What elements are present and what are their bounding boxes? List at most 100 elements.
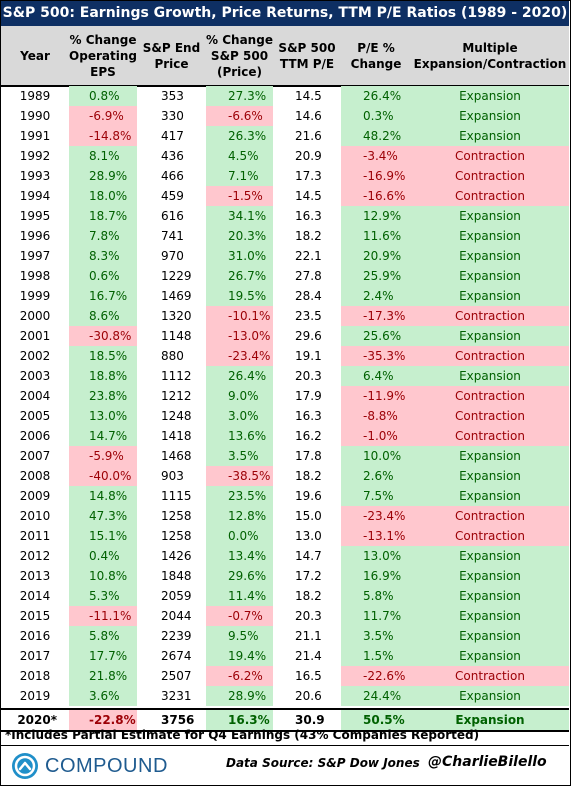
table-cell: 1418: [161, 429, 192, 443]
table-cell: 18.8%: [69, 366, 137, 386]
table-cell: 1212: [161, 389, 192, 403]
table-cell: Contraction: [411, 166, 569, 186]
compound-logo-icon: [12, 753, 38, 779]
table-row: 2012 0.4% 1426 13.4% 14.7 13.0% Expansion: [1, 546, 569, 566]
table-cell: -13.1%: [341, 526, 411, 546]
table-cell: -16.6%: [341, 186, 411, 206]
table-cell: 19.4%: [206, 646, 273, 666]
table-cell: -5.9%: [69, 446, 137, 466]
table-row: 2018 21.8% 2507 -6.2% 16.5 -22.6% Contraction: [1, 666, 569, 686]
table-cell: 0.3%: [341, 106, 411, 126]
table-cell: 23.5%: [206, 486, 273, 506]
table-cell: 30.9: [295, 713, 325, 727]
table-cell: 2001: [19, 329, 51, 343]
table-cell: 5.8%: [341, 586, 411, 606]
table-cell: 8.1%: [69, 146, 137, 166]
table-cell: Contraction: [411, 426, 569, 446]
table-cell: 2059: [161, 589, 192, 603]
table-cell: 18.5%: [69, 346, 137, 366]
table-cell: 29.6: [295, 329, 322, 343]
table-cell: 330: [161, 109, 184, 123]
table-cell: 24.4%: [341, 686, 411, 706]
table-cell: 14.7: [295, 549, 322, 563]
table-cell: 1148: [161, 329, 192, 343]
table-cell: 1258: [161, 529, 192, 543]
table-cell: 28.9%: [69, 166, 137, 186]
table-cell: 466: [161, 169, 184, 183]
table-cell: 20.3%: [206, 226, 273, 246]
chart-title: S&P 500: Earnings Growth, Price Returns,…: [1, 1, 569, 26]
table-row: 1997 8.3% 970 31.0% 22.1 20.9% Expansion: [1, 246, 569, 266]
table-cell: 34.1%: [206, 206, 273, 226]
table-row: 1994 18.0% 459 -1.5% 14.5 -16.6% Contraction: [1, 186, 569, 206]
table-row: 2020* -22.8% 3756 16.3% 30.9 50.5% Expansion: [1, 708, 569, 732]
table-cell: 5.3%: [69, 586, 137, 606]
table-cell: 19.6: [295, 489, 322, 503]
table-cell: 903: [161, 469, 184, 483]
table-cell: 2013: [19, 569, 51, 583]
table-cell: 15.1%: [69, 526, 137, 546]
table-cell: 21.8%: [69, 666, 137, 686]
table-cell: 417: [161, 129, 184, 143]
table-cell: 1115: [161, 489, 192, 503]
table-cell: 21.6: [295, 129, 322, 143]
table-cell: 8.3%: [69, 246, 137, 266]
table-cell: 880: [161, 349, 184, 363]
compound-logo: COMPOUND: [11, 752, 168, 780]
column-header-1: % Change Operating EPS: [69, 32, 137, 79]
table-cell: 11.7%: [341, 606, 411, 626]
table-cell: 16.5: [295, 669, 322, 683]
table-cell: Contraction: [411, 346, 569, 366]
table-cell: -1.0%: [341, 426, 411, 446]
table-cell: 970: [161, 249, 184, 263]
table-cell: 1989: [19, 89, 51, 103]
table-cell: 7.8%: [69, 226, 137, 246]
table-cell: 18.2: [295, 469, 322, 483]
table-cell: 9.5%: [206, 626, 273, 646]
table-cell: 1258: [161, 509, 192, 523]
table-row: 2000 8.6% 1320 -10.1% 23.5 -17.3% Contraction: [1, 306, 569, 326]
table-cell: Contraction: [411, 506, 569, 526]
table-cell: 1848: [161, 569, 192, 583]
table-cell: 2019: [19, 689, 51, 703]
table-cell: 2011: [19, 529, 51, 543]
table-cell: Contraction: [411, 186, 569, 206]
table-cell: -30.8%: [69, 326, 137, 346]
table-cell: 16.3%: [206, 710, 273, 730]
table-cell: 2006: [19, 429, 51, 443]
table-row: 2019 3.6% 3231 28.9% 20.6 24.4% Expansion: [1, 686, 569, 706]
table-cell: -11.1%: [69, 606, 137, 626]
table-cell: 47.3%: [69, 506, 137, 526]
table-cell: 17.2: [295, 569, 322, 583]
table-cell: 0.4%: [69, 546, 137, 566]
table-cell: Expansion: [411, 86, 569, 106]
table-cell: 28.4: [295, 289, 322, 303]
table-cell: 1998: [19, 269, 51, 283]
table-cell: 1997: [19, 249, 51, 263]
table-cell: -6.9%: [69, 106, 137, 126]
table-row: 2014 5.3% 2059 11.4% 18.2 5.8% Expansion: [1, 586, 569, 606]
column-header-4: S&P 500 TTM P/E: [278, 40, 336, 71]
table-row: 1995 18.7% 616 34.1% 16.3 12.9% Expansion: [1, 206, 569, 226]
table-row: 1993 28.9% 466 7.1% 17.3 -16.9% Contraction: [1, 166, 569, 186]
table-cell: 2018: [19, 669, 51, 683]
logo-wordmark: COMPOUND: [45, 754, 168, 777]
table-cell: 13.0%: [341, 546, 411, 566]
column-header-3: % Change S&P 500 (Price): [206, 32, 273, 79]
table-cell: 26.4%: [206, 366, 273, 386]
table-cell: -10.1%: [206, 306, 273, 326]
table-cell: 353: [161, 89, 184, 103]
table-cell: Expansion: [411, 266, 569, 286]
table-cell: 3231: [161, 689, 192, 703]
table-cell: 26.3%: [206, 126, 273, 146]
table-cell: 3.5%: [341, 626, 411, 646]
table-cell: -8.8%: [341, 406, 411, 426]
table-cell: 1991: [19, 129, 51, 143]
table-cell: 13.0%: [69, 406, 137, 426]
table-row: 2001 -30.8% 1148 -13.0% 29.6 25.6% Expansion: [1, 326, 569, 346]
table-cell: 14.5: [295, 189, 322, 203]
table-cell: -17.3%: [341, 306, 411, 326]
table-cell: 13.6%: [206, 426, 273, 446]
table-cell: 18.7%: [69, 206, 137, 226]
table-cell: 2020*: [17, 713, 57, 727]
